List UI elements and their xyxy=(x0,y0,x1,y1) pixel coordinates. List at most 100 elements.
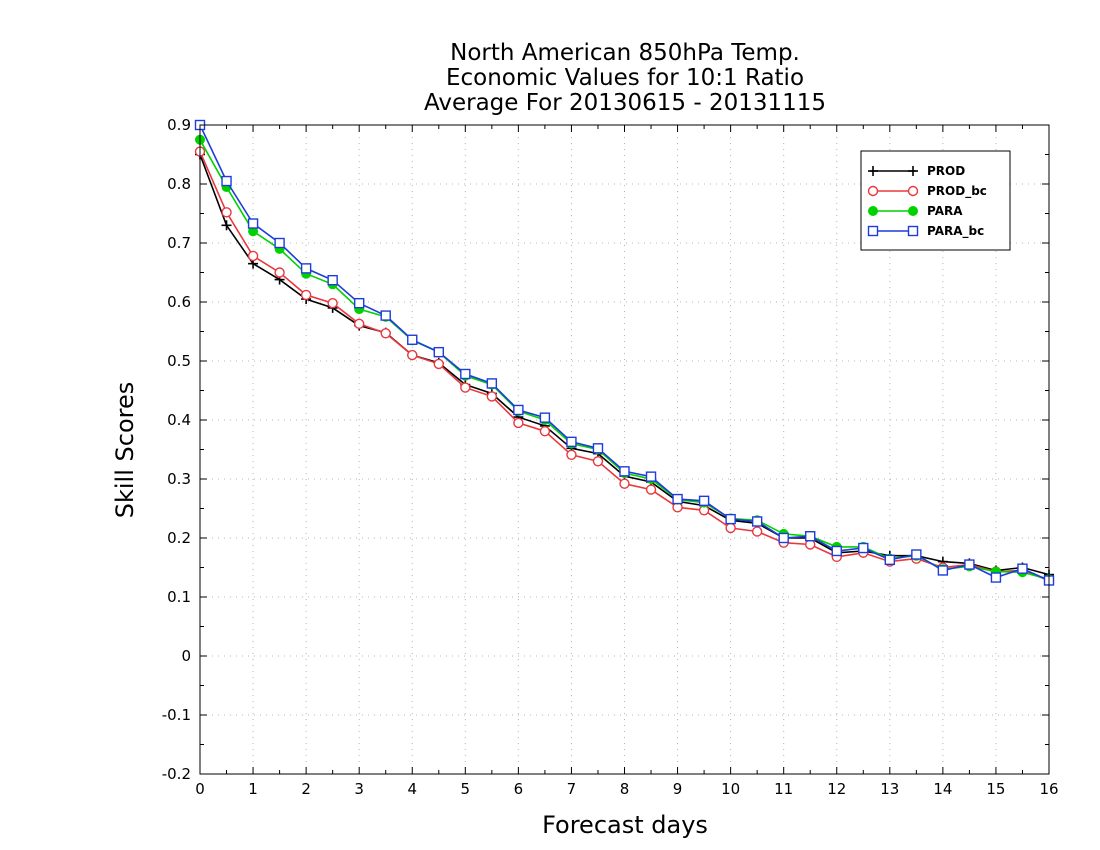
legend-marker xyxy=(908,206,918,216)
data-point-para-bc xyxy=(698,495,710,507)
x-tick-label: 15 xyxy=(986,780,1005,798)
data-point-prod-bc xyxy=(274,267,285,278)
legend-marker xyxy=(867,225,879,237)
data-point-para-bc xyxy=(937,565,949,576)
x-tick-label: 0 xyxy=(195,780,205,798)
legend-item-para-bc: PARA_bc xyxy=(867,224,984,239)
data-point-prod-bc xyxy=(460,382,471,393)
data-point-para-bc xyxy=(964,559,975,570)
data-point-prod-bc xyxy=(566,449,577,461)
data-point-para-bc xyxy=(778,532,789,544)
data-point-para-bc xyxy=(592,443,604,454)
y-tick-label: 0.6 xyxy=(167,293,191,311)
x-tick-label: 12 xyxy=(827,780,846,798)
y-tick-label: 0.3 xyxy=(167,470,191,488)
legend-item-prod-bc: PROD_bc xyxy=(867,184,987,199)
data-point-para-bc xyxy=(486,378,498,389)
data-point-para-bc xyxy=(539,412,551,423)
data-point-para-bc xyxy=(645,471,657,482)
legend-marker xyxy=(907,225,919,237)
data-point-para-bc xyxy=(831,545,842,557)
legend-label-prod: PROD xyxy=(927,164,965,178)
y-tick-label: 0.4 xyxy=(167,411,191,429)
data-point-para-bc xyxy=(221,175,232,187)
legend-marker xyxy=(908,166,918,176)
x-tick-label: 2 xyxy=(301,780,311,798)
legend-marker xyxy=(907,185,919,197)
data-point-prod-bc xyxy=(353,318,365,330)
x-tick-label: 9 xyxy=(673,780,683,798)
x-tick-label: 7 xyxy=(567,780,577,798)
legend-label-para-bc: PARA_bc xyxy=(927,224,984,239)
x-tick-label: 6 xyxy=(514,780,524,798)
chart-title-line-2: Economic Values for 10:1 Ratio xyxy=(446,65,804,91)
data-point-para-bc xyxy=(990,572,1002,583)
y-tick-label: 0 xyxy=(181,647,191,665)
data-point-para-bc xyxy=(433,346,444,358)
data-point-para-bc xyxy=(274,237,285,249)
data-point-para-bc xyxy=(858,542,869,554)
data-point-prod xyxy=(221,220,232,231)
data-point-para-bc xyxy=(460,368,471,380)
data-point-prod-bc xyxy=(619,478,630,489)
data-point-prod-bc xyxy=(300,289,312,301)
x-tick-label: 10 xyxy=(721,780,740,798)
data-point-para-bc xyxy=(566,436,577,448)
data-point-para-bc xyxy=(1017,563,1028,574)
data-point-prod-bc xyxy=(751,526,763,537)
data-point-para-bc xyxy=(619,466,630,477)
y-tick-label: 0.1 xyxy=(167,588,191,606)
chart-title-line-1: North American 850hPa Temp. xyxy=(450,40,800,66)
legend-box xyxy=(860,150,1011,251)
x-tick-label: 8 xyxy=(620,780,630,798)
x-axis-label: Forecast days xyxy=(542,811,708,839)
data-point-prod-bc xyxy=(327,297,338,309)
y-tick-label: 0.2 xyxy=(167,529,191,547)
x-tick-labels: 0 1 2 3 4 5 6 7 8 9 10 11 12 13 14 15 16 xyxy=(195,780,1058,798)
x-tick-label: 13 xyxy=(880,780,899,798)
data-point-prod-bc xyxy=(221,207,232,218)
y-axis-label: Skill Scores xyxy=(111,382,139,519)
plot-frame xyxy=(199,124,1050,775)
data-point-para-bc xyxy=(672,493,683,505)
data-point-prod-bc xyxy=(645,484,657,495)
data-point-prod-bc xyxy=(407,349,418,361)
legend-marker xyxy=(868,206,878,216)
legend-marker xyxy=(867,185,879,197)
legend: PROD PROD_bc PARA PARA_bc xyxy=(860,150,1011,251)
data-point-para-bc xyxy=(407,334,418,345)
axis-ticks xyxy=(199,124,1050,775)
x-tick-label: 11 xyxy=(774,780,793,798)
y-tick-label: 0.5 xyxy=(167,352,191,370)
y-tick-labels: 0.9 0.8 0.7 0.6 0.5 0.4 0.3 0.2 0.1 0 -0.1 -0.2 xyxy=(162,116,191,783)
data-point-prod-bc xyxy=(247,250,259,262)
chart-title-line-3: Average For 20130615 - 20131115 xyxy=(424,90,826,116)
data-point-para-bc xyxy=(327,274,338,286)
data-point-para-bc xyxy=(751,516,763,527)
data-point-prod-bc xyxy=(539,426,551,437)
x-tick-label: 4 xyxy=(407,780,417,798)
x-tick-label: 14 xyxy=(933,780,952,798)
data-point-para-bc xyxy=(805,531,816,542)
data-point-prod-bc xyxy=(513,417,524,429)
x-tick-label: 1 xyxy=(248,780,258,798)
y-tick-label: -0.2 xyxy=(162,765,191,783)
legend-item-para: PARA xyxy=(868,204,963,218)
x-tick-label: 3 xyxy=(354,780,364,798)
y-tick-label: 0.7 xyxy=(167,234,191,252)
data-point-para-bc xyxy=(911,549,922,560)
legend-label-para: PARA xyxy=(927,204,963,218)
data-point-para-bc xyxy=(353,297,365,309)
data-point-prod-bc xyxy=(380,328,391,339)
data-point-prod-bc xyxy=(486,391,498,402)
data-point-para-bc xyxy=(513,404,524,416)
x-tick-label: 5 xyxy=(461,780,471,798)
legend-label-prod-bc: PROD_bc xyxy=(927,184,987,199)
data-point-para-bc xyxy=(300,263,312,274)
data-point-prod-bc xyxy=(592,456,604,467)
y-tick-label: 0.9 xyxy=(167,116,191,134)
data-point-para-bc xyxy=(247,218,259,229)
data-point-para-bc xyxy=(380,310,391,321)
legend-marker xyxy=(868,166,878,176)
